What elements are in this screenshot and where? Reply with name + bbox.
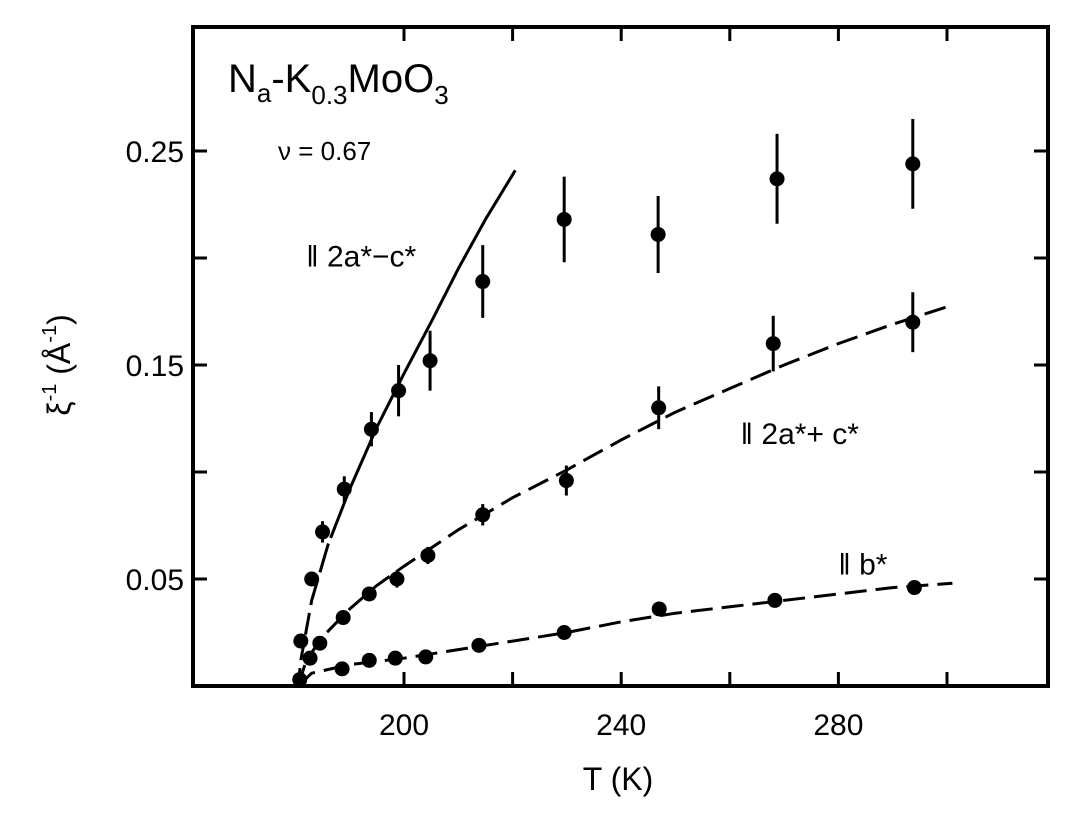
data-point bbox=[651, 601, 667, 617]
x-tick-label: 240 bbox=[596, 709, 646, 742]
data-point bbox=[336, 481, 352, 497]
y-tick-label: 0.25 bbox=[126, 136, 184, 169]
data-point bbox=[475, 274, 491, 290]
data-point bbox=[304, 571, 320, 587]
data-point bbox=[292, 672, 308, 688]
exponent-annotation: ν = 0.67 bbox=[278, 136, 371, 166]
data-points bbox=[292, 118, 922, 688]
data-point bbox=[767, 592, 783, 608]
y-tick-label: 0.05 bbox=[126, 564, 184, 597]
axis-ticks bbox=[193, 27, 1048, 686]
data-point bbox=[769, 171, 785, 187]
x-tick-label: 280 bbox=[813, 709, 863, 742]
tick-labels: 200 240 280 0.05 0.15 0.25 bbox=[126, 136, 864, 742]
data-point bbox=[905, 314, 921, 330]
data-point bbox=[315, 524, 331, 540]
series-labels: ‖ 2a*−c* ‖ 2a*+ c* ‖ b* bbox=[306, 241, 888, 582]
data-point bbox=[650, 226, 666, 242]
data-point bbox=[905, 156, 921, 172]
data-point bbox=[556, 625, 572, 640]
data-point bbox=[558, 473, 574, 489]
data-point bbox=[293, 633, 309, 649]
data-point bbox=[389, 571, 405, 587]
x-tick-label: 200 bbox=[379, 709, 429, 742]
compound-title: Na-K0.3MoO3 bbox=[228, 57, 449, 110]
y-tick-label: 0.15 bbox=[126, 350, 184, 383]
data-point bbox=[471, 637, 487, 653]
data-point bbox=[302, 650, 318, 666]
data-point bbox=[335, 610, 351, 626]
data-point bbox=[556, 211, 572, 227]
data-point bbox=[422, 353, 438, 369]
data-point bbox=[651, 400, 667, 416]
series-label-1: ‖ 2a*−c* bbox=[306, 241, 416, 274]
data-point bbox=[906, 580, 922, 596]
y-axis-title: ξ-1 (Å-1) bbox=[39, 314, 77, 415]
data-point bbox=[420, 547, 436, 563]
fit-curve-series-3 bbox=[297, 581, 953, 688]
data-point bbox=[387, 650, 403, 666]
series-label-2: ‖ 2a*+ c* bbox=[741, 418, 860, 451]
series-label-3: ‖ b* bbox=[838, 549, 887, 582]
data-point bbox=[765, 336, 781, 352]
data-point bbox=[334, 661, 350, 677]
data-point bbox=[418, 649, 434, 665]
x-axis-title: T (K) bbox=[583, 761, 654, 797]
data-point bbox=[312, 635, 328, 651]
data-point bbox=[361, 652, 377, 668]
data-point bbox=[391, 383, 407, 399]
data-point bbox=[361, 586, 377, 602]
data-point bbox=[475, 507, 491, 523]
fit-curve-series-2 bbox=[296, 303, 953, 687]
data-point bbox=[363, 421, 379, 437]
